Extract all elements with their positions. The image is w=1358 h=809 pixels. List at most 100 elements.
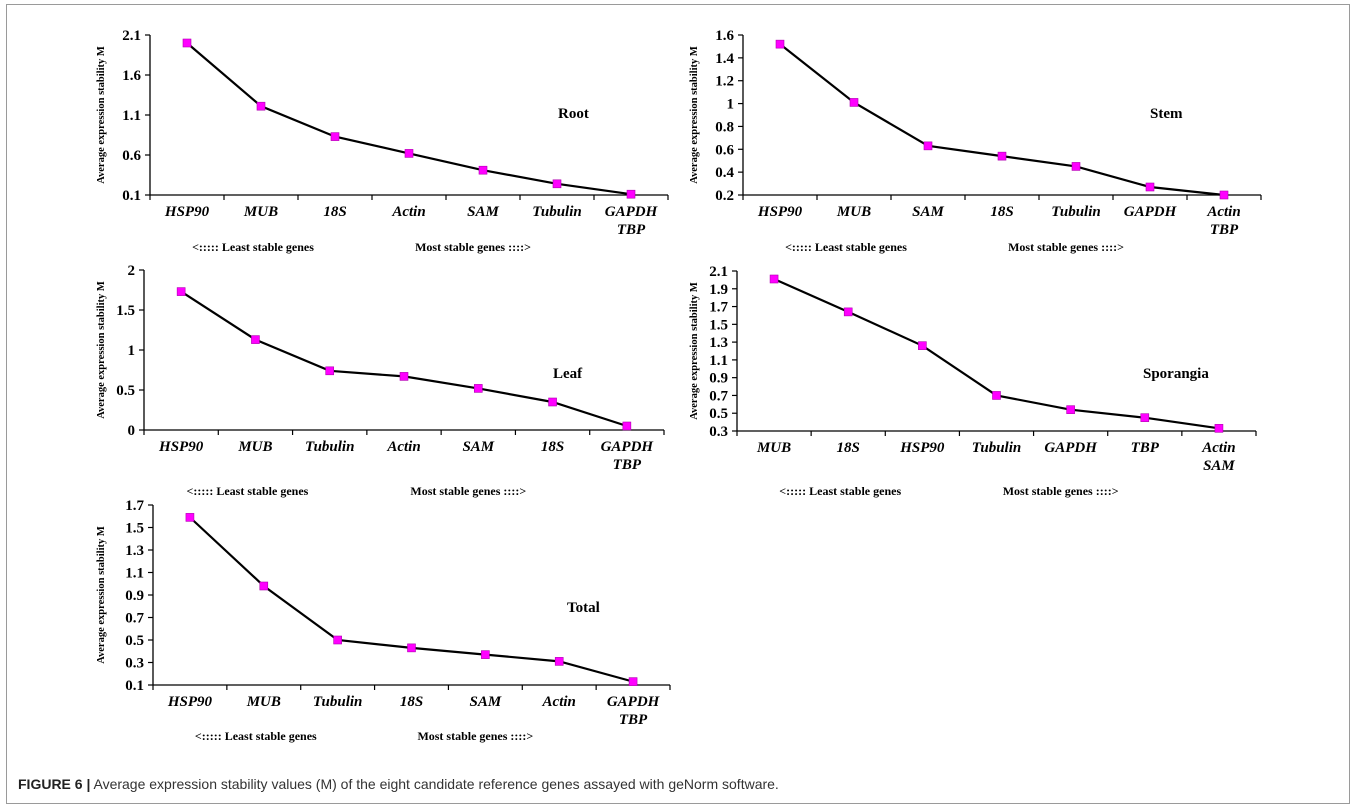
- y-tick-label: 1.3: [709, 335, 728, 351]
- y-tick-label: 0.7: [125, 611, 144, 627]
- least-stable-note: <::::: Least stable genes: [785, 240, 907, 254]
- y-tick-label: 2.1: [709, 264, 728, 280]
- x-category-label: Actin: [542, 694, 576, 710]
- most-stable-note: Most stable genes ::::>: [1003, 484, 1119, 498]
- x-category-label: 18S: [990, 204, 1013, 220]
- data-point: [185, 513, 195, 522]
- x-category-label: Actin: [391, 204, 425, 220]
- y-tick-label: 0.9: [709, 371, 728, 387]
- y-axis-label: Average expression stability M: [689, 282, 700, 420]
- y-tick-label: 1.2: [715, 74, 734, 90]
- y-tick-label: 0.5: [125, 633, 144, 649]
- figure-frame: [6, 4, 1350, 804]
- data-point: [1219, 190, 1229, 200]
- x-category-label: TBP: [1210, 222, 1239, 238]
- y-tick-label: 0.4: [715, 165, 734, 181]
- y-tick-label: 0: [128, 423, 136, 439]
- data-point: [473, 384, 483, 393]
- x-category-label: Tubulin: [305, 439, 354, 455]
- data-point: [478, 165, 488, 175]
- y-tick-label: 1.7: [709, 300, 728, 316]
- data-point: [399, 372, 409, 381]
- y-tick-label: 1.7: [125, 498, 144, 514]
- y-tick-label: 0.7: [709, 388, 728, 404]
- data-point: [622, 421, 632, 431]
- x-category-label: 18S: [323, 204, 346, 220]
- y-tick-label: 0.2: [715, 188, 734, 204]
- x-category-label: Actin: [1201, 440, 1235, 456]
- least-stable-note: <::::: Least stable genes: [187, 484, 309, 498]
- series-line: [773, 277, 1220, 430]
- x-category-label: Tubulin: [313, 694, 362, 710]
- x-category-label: SAM: [462, 439, 494, 455]
- data-point: [330, 132, 340, 141]
- x-category-label: TBP: [1131, 440, 1160, 456]
- y-tick-label: 1.6: [715, 28, 734, 44]
- data-point: [333, 635, 342, 645]
- least-stable-note: <::::: Least stable genes: [779, 484, 901, 498]
- x-category-label: SAM: [1203, 458, 1235, 474]
- panel-title: Total: [567, 600, 600, 616]
- least-stable-note: <::::: Least stable genes: [195, 729, 317, 743]
- chart-stem: 0.2 0.4 0.6 0.8 1 1.2 1.4 1.6 HSP90 MUB SAM 18S Tubu…: [689, 28, 1262, 254]
- x-category-label: MUB: [756, 440, 791, 456]
- x-category-label: SAM: [912, 204, 944, 220]
- data-point: [259, 581, 269, 591]
- y-axis-label: Average expression stability M: [689, 46, 700, 184]
- x-category-label: HSP90: [899, 440, 945, 456]
- data-point: [548, 397, 557, 407]
- x-category-label: Tubulin: [532, 204, 581, 220]
- x-category-label: GAPDH: [1124, 204, 1178, 220]
- data-point: [481, 650, 490, 659]
- data-point: [1066, 405, 1075, 414]
- chart-sporangia: 0.3 0.5 0.70.9 1.1 1.3 1.51.7 1.9 2.1 MUB 18S HSP9…: [689, 264, 1257, 498]
- y-axis-label: Average expression stability M: [96, 281, 107, 419]
- data-point: [182, 38, 192, 48]
- y-tick-label: 2.1: [122, 28, 141, 44]
- y-tick-label: 0.6: [715, 142, 734, 158]
- x-category-label: HSP90: [164, 204, 210, 220]
- most-stable-note: Most stable genes ::::>: [1008, 240, 1124, 254]
- x-category-label: 18S: [400, 694, 423, 710]
- data-point: [1071, 162, 1081, 171]
- x-category-label: MUB: [246, 694, 281, 710]
- data-point: [1214, 424, 1224, 433]
- x-category-label: Tubulin: [972, 440, 1021, 456]
- chart-leaf: 0 0.5 1 1.5 2 HSP90 MUB Tubulin Actin SAM 18S GAPDH…: [96, 263, 665, 498]
- data-point: [849, 98, 859, 107]
- y-tick-label: 0.1: [122, 188, 141, 204]
- x-category-label: GAPDH: [601, 439, 655, 455]
- data-point: [256, 101, 266, 111]
- x-category-label: SAM: [467, 204, 499, 220]
- y-axis-label: Average expression stability M: [96, 526, 107, 664]
- panel-title: Root: [558, 106, 589, 122]
- most-stable-note: Most stable genes ::::>: [415, 240, 531, 254]
- data-point: [404, 149, 414, 158]
- x-category-label: GAPDH: [605, 204, 659, 220]
- caption-text: Average expression stability values (M) …: [90, 776, 779, 792]
- least-stable-note: <::::: Least stable genes: [192, 240, 314, 254]
- caption-label: FIGURE 6 |: [18, 776, 91, 792]
- x-category-label: MUB: [836, 204, 871, 220]
- data-point: [626, 189, 636, 199]
- x-category-label: SAM: [470, 694, 502, 710]
- x-category-label: Actin: [1206, 204, 1240, 220]
- data-point: [1145, 182, 1155, 192]
- data-point: [992, 391, 1001, 400]
- x-category-label: HSP90: [167, 694, 213, 710]
- data-point: [1140, 413, 1150, 422]
- data-point: [775, 39, 785, 49]
- y-tick-label: 2: [128, 263, 136, 279]
- y-tick-label: 0.3: [125, 656, 144, 672]
- figure-caption: FIGURE 6 | Average expression stability …: [18, 776, 1338, 792]
- data-point: [176, 287, 186, 296]
- x-category-label: Actin: [386, 439, 420, 455]
- x-category-label: MUB: [237, 439, 272, 455]
- y-tick-label: 0.8: [715, 119, 734, 135]
- y-tick-label: 0.1: [125, 678, 144, 694]
- y-tick-label: 0.9: [125, 588, 144, 604]
- x-category-label: TBP: [613, 457, 642, 473]
- y-tick-label: 0.5: [709, 406, 728, 422]
- y-tick-label: 1.1: [709, 353, 728, 369]
